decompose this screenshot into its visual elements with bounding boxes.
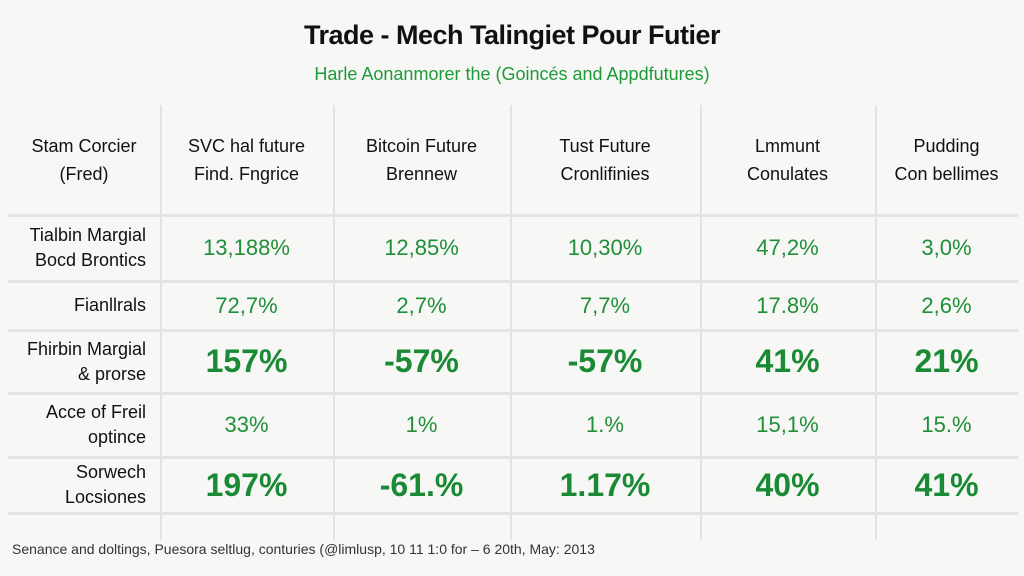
row-label: Acce of Freil optince — [8, 393, 160, 457]
row-label-line: Tialbin Margial — [29, 225, 146, 245]
row-label-line: optince — [87, 427, 146, 447]
table-cell-value: 72,7% — [215, 292, 278, 318]
table-cell-value: 15.% — [921, 412, 972, 437]
row-label-line: Sorwech — [75, 462, 146, 482]
row-label-line: Locsiones — [64, 487, 146, 507]
row-label-line: & prorse — [77, 363, 146, 384]
row-label-line: Fhirbin Margial — [26, 338, 146, 359]
row-label: Sorwech Locsiones — [8, 457, 160, 513]
row-divider — [8, 512, 1018, 515]
row-label-text: Fhirbin Margial & prorse — [27, 337, 146, 387]
table-cell-value: -57% — [567, 343, 643, 379]
row-divider — [8, 214, 1018, 217]
table-cell-value: 33% — [224, 412, 269, 437]
row-label-line: Acce of Freil — [45, 402, 146, 422]
header-line: (Fred) — [59, 164, 109, 184]
column-header: SVC hal future Find. Fngrice — [160, 105, 333, 215]
header-line: Brennew — [385, 164, 458, 184]
row-divider — [8, 392, 1018, 395]
column-header-text: Stam Corcier (Fred) — [31, 132, 136, 188]
table-cell-value: 2,7% — [396, 292, 447, 318]
column-divider — [160, 105, 162, 540]
header-line: Pudding — [913, 136, 980, 156]
table-cell-value: 7,7% — [579, 292, 631, 318]
table-cell-value: 157% — [205, 343, 288, 379]
column-header-text: Pudding Con bellimes — [894, 132, 998, 188]
header-line: Stam Corcier — [31, 136, 137, 156]
header-line: Con bellimes — [894, 164, 999, 184]
page-subtitle: Harle Aonanmorer the (Goincés and Appdfu… — [314, 64, 710, 84]
table-cell-value: 10,30% — [567, 235, 643, 260]
futures-table: Stam Corcier (Fred) SVC hal future Find. Fn… — [8, 105, 1018, 540]
table-cell-value: 3,0% — [921, 235, 972, 260]
row-label-line: Fianllrals — [73, 295, 146, 315]
table-cell-value: 21% — [914, 343, 979, 379]
row-label: Tialbin Margial Bocd Brontics — [8, 215, 160, 281]
table-cell-value: 12,85% — [384, 235, 459, 260]
row-label: Fhirbin Margial & prorse — [8, 330, 160, 393]
column-header: Lmmunt Conulates — [700, 105, 875, 215]
table-cell-value: 41% — [755, 343, 820, 379]
column-header: Pudding Con bellimes — [875, 105, 1018, 215]
row-divider — [8, 280, 1018, 283]
table-cell-value: 40% — [755, 466, 820, 503]
header-line: Lmmunt — [754, 136, 821, 156]
row-label-text: Sorwech Locsiones — [65, 460, 146, 510]
row-label: Fianllrals — [8, 281, 160, 330]
row-label-text: Fianllrals — [74, 293, 146, 318]
column-header: Stam Corcier (Fred) — [8, 105, 160, 215]
column-header-text: Tust Future Cronlifinies — [559, 132, 650, 188]
column-divider — [700, 105, 702, 540]
header-line: Find. Fngrice — [193, 164, 300, 184]
table-cell-value: 2,6% — [921, 292, 972, 318]
table-cell-value: 1.17% — [559, 466, 651, 503]
table-cell-value: 17.8% — [756, 292, 819, 318]
header-line: Conulates — [746, 164, 829, 184]
column-header-text: SVC hal future Find. Fngrice — [188, 132, 305, 188]
table-cell-value: 13,188% — [203, 235, 290, 260]
row-label-text: Acce of Freil optince — [46, 400, 146, 450]
page-title: Trade - Mech Talingiet Pour Futier — [303, 20, 721, 50]
header-line: SVC hal future — [187, 136, 306, 156]
table-cell-value: 1.% — [586, 412, 624, 437]
column-header: Tust Future Cronlifinies — [510, 105, 700, 215]
table-cell-value: 1% — [405, 412, 438, 437]
column-header-text: Lmmunt Conulates — [747, 132, 828, 188]
table-cell-value: 41% — [914, 466, 979, 503]
column-header: Bitcoin Future Brennew — [333, 105, 510, 215]
row-label-line: Bocd Brontics — [34, 250, 146, 270]
row-label-text: Tialbin Margial Bocd Brontics — [30, 223, 146, 273]
row-divider — [8, 329, 1018, 332]
header-line: Cronlifinies — [560, 164, 650, 184]
column-header-text: Bitcoin Future Brennew — [366, 132, 477, 188]
table-cell-value: 15,1% — [756, 412, 819, 437]
footer-note: Senance and doltings, Puesora seltlug, c… — [12, 541, 595, 557]
header-line: Bitcoin Future — [365, 136, 478, 156]
table-cell-value: -57% — [384, 343, 459, 379]
table-cell-value: 47,2% — [756, 235, 819, 260]
column-divider — [333, 105, 335, 540]
table-cell-value: 197% — [205, 466, 288, 503]
table-cell-value: -61.% — [379, 466, 464, 503]
column-divider — [510, 105, 512, 540]
row-divider — [8, 456, 1018, 459]
column-divider — [875, 105, 877, 540]
header-line: Tust Future — [559, 136, 651, 156]
